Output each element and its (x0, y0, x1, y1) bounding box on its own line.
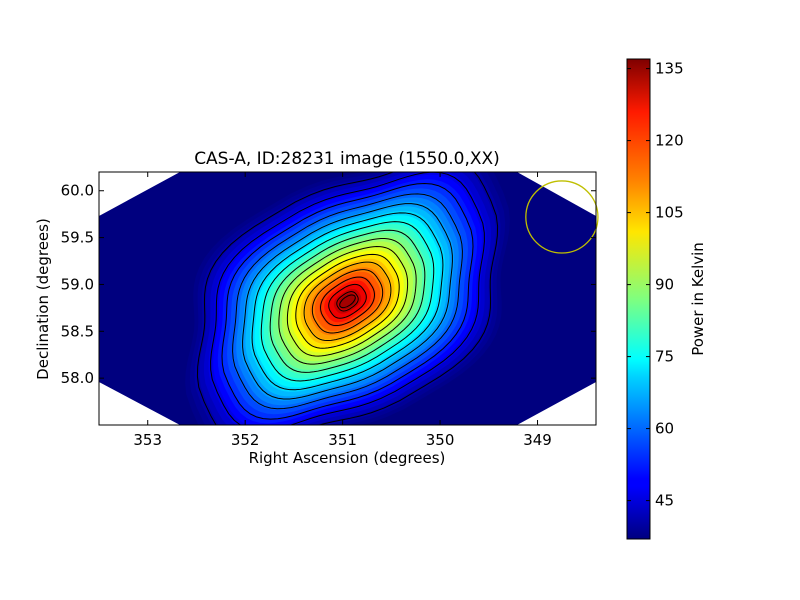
emission-layer (338, 293, 357, 310)
contour-line (221, 182, 474, 420)
x-axis-label: Right Ascension (degrees) (249, 449, 446, 467)
colorbar: 45 60 75 90 105 120 135 Power in Kelvin (626, 58, 707, 540)
contour-line (303, 261, 392, 342)
contour-line (269, 229, 426, 373)
y-tick-label: 60.0 (61, 182, 94, 200)
contour-line (295, 253, 400, 349)
source-emission (185, 172, 510, 425)
x-tick-label: 352 (231, 431, 260, 449)
x-tick-label: 353 (133, 431, 162, 449)
plot-area (98, 171, 599, 426)
contour-line (278, 238, 417, 365)
colorbar-tick-label: 75 (655, 348, 674, 366)
plot-frame (98, 171, 597, 426)
colorbar-label: Power in Kelvin (689, 242, 707, 356)
y-tick-label: 58.5 (61, 322, 94, 340)
contour-line (242, 203, 453, 400)
x-tick-label: 349 (523, 431, 552, 449)
y-tick-label: 59.0 (61, 275, 94, 293)
contour-line (311, 269, 384, 334)
contour-line (232, 193, 463, 410)
colorbar-tick-label: 45 (655, 492, 674, 510)
contour-line (210, 172, 485, 425)
y-axis-ticks: 58.0 58.5 59.0 59.5 60.0 (61, 182, 596, 387)
y-axis-label: Declination (degrees) (34, 218, 52, 380)
colorbar-tick-label: 90 (655, 276, 674, 294)
contour-line (328, 283, 367, 319)
contour-line (339, 294, 356, 309)
y-tick-label: 59.5 (61, 229, 94, 247)
contour-line (260, 221, 435, 382)
x-tick-label: 351 (328, 431, 357, 449)
chart-title: CAS-A, ID:28231 image (1550.0,XX) (194, 149, 500, 169)
contour-line (251, 212, 444, 391)
colorbar-gradient (626, 58, 651, 540)
colorbar-tick-label: 60 (655, 420, 674, 438)
contour-line (196, 172, 499, 425)
colorbar-tick-label: 105 (655, 204, 684, 222)
y-tick-label: 58.0 (61, 369, 94, 387)
contour-line (286, 246, 409, 357)
contour-line (320, 276, 375, 327)
colorbar-tick-label: 135 (655, 60, 684, 78)
beam-circle (525, 180, 599, 254)
contour-line (336, 291, 359, 312)
colorbar-ticks: 45 60 75 90 105 120 135 (627, 60, 684, 510)
x-axis-ticks: 353 352 351 350 349 (133, 172, 552, 449)
colorbar-tick-label: 120 (655, 132, 684, 150)
contour-lines (196, 172, 499, 425)
x-tick-label: 350 (426, 431, 455, 449)
